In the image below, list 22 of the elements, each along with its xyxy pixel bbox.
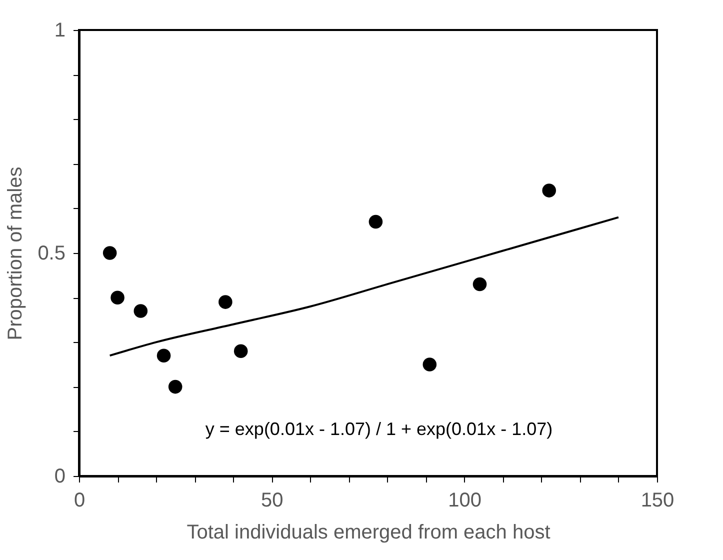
x-tick-label: 0	[74, 490, 86, 512]
point	[472, 277, 487, 292]
y-tick-label: 0	[54, 466, 66, 488]
y-tick-label: 0.5	[38, 242, 66, 264]
point	[234, 344, 248, 358]
x-axis-title: Total individuals emerged from each host	[186, 522, 551, 544]
point	[134, 304, 148, 318]
x-tick-label: 100	[448, 490, 482, 512]
point	[156, 348, 171, 362]
x-tick-label: 50	[261, 490, 284, 512]
line-series	[108, 216, 620, 357]
annotation: y = exp(0.01x - 1.07) / 1 + exp(0.01x - 1.07)	[205, 419, 553, 439]
y-axis-title: Proportion of males	[4, 166, 27, 340]
point	[218, 295, 232, 309]
point	[422, 358, 437, 372]
point	[102, 246, 117, 260]
x-tick-label: 150	[640, 490, 674, 512]
point	[168, 380, 182, 394]
y-tick-label: 1	[54, 20, 66, 42]
point	[368, 214, 383, 229]
point	[110, 290, 124, 304]
point	[542, 184, 556, 198]
